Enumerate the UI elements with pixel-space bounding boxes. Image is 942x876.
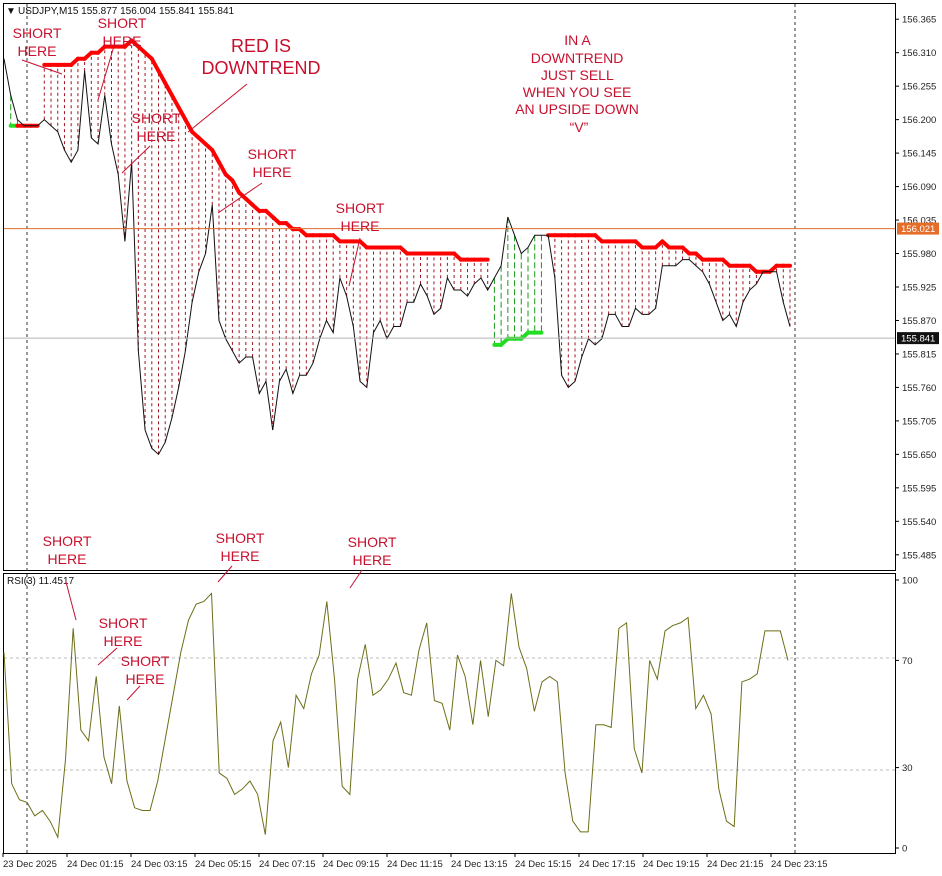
annotation-arrows bbox=[21, 45, 363, 701]
annotation-short-4: SHORT HERE bbox=[248, 146, 297, 180]
time-axis-label: 24 Dec 15:15 bbox=[515, 859, 572, 870]
downtrend-segment bbox=[156, 68, 168, 86]
price-axis-label: 156.310 bbox=[902, 48, 936, 59]
price-axis-label: 155.980 bbox=[902, 249, 936, 260]
price-axis-label: 156.365 bbox=[902, 15, 936, 26]
price-axis-label: 155.925 bbox=[902, 283, 936, 294]
price-axis-label: 156.255 bbox=[902, 82, 936, 93]
price-axis-label: 155.540 bbox=[902, 517, 936, 528]
rsi-annotation-short-2: SHORT HERE bbox=[216, 530, 265, 564]
time-axis: 23 Dec 2025 24 Dec 01:15 24 Dec 03:15 24 De… bbox=[2, 853, 828, 870]
trend-line bbox=[8, 38, 792, 347]
downtrend-segment bbox=[230, 178, 242, 195]
chart-menu-icon[interactable]: ▼ bbox=[6, 6, 16, 17]
price-axis-label: 156.035 bbox=[902, 216, 936, 227]
price-tag-level-b: 155.841 bbox=[897, 332, 939, 345]
svg-text:155.841: 155.841 bbox=[901, 334, 935, 345]
rsi-annotation-short-1: SHORT HERE bbox=[43, 533, 92, 567]
downtrend-segment bbox=[169, 93, 181, 110]
price-axis-label: 155.760 bbox=[902, 383, 936, 394]
price-panel-frame bbox=[3, 3, 896, 571]
price-axis-label: 155.650 bbox=[902, 450, 936, 461]
price-axis-label: 156.200 bbox=[902, 115, 936, 126]
rsi-axis: 100 70 30 0 bbox=[895, 576, 918, 855]
rsi-line bbox=[3, 592, 789, 840]
rsi-axis-label: 0 bbox=[902, 844, 907, 855]
price-axis-label: 155.815 bbox=[902, 349, 936, 360]
rsi-series bbox=[3, 592, 789, 840]
downtrend-segment bbox=[176, 105, 188, 122]
time-axis-label: 24 Dec 07:15 bbox=[259, 859, 316, 870]
price-axis: 156.365 156.310 156.255 156.200 156.145 156.0… bbox=[895, 15, 936, 561]
svg-text:156.021: 156.021 bbox=[901, 224, 935, 235]
time-axis-label: 24 Dec 01:15 bbox=[67, 859, 124, 870]
time-axis-label: 24 Dec 11:15 bbox=[387, 859, 443, 870]
time-axis-label: 24 Dec 17:15 bbox=[579, 859, 636, 870]
rsi-axis-label: 70 bbox=[902, 656, 913, 667]
symbol-info: USDJPY,M15 155.877 156.004 155.841 155.8… bbox=[18, 6, 235, 17]
rsi-axis-label: 30 bbox=[902, 763, 913, 774]
annotation-short-5: SHORT HERE bbox=[336, 200, 385, 234]
annotation-rule: IN A DOWNTREND JUST SELL WHEN YOU SEE AN… bbox=[515, 32, 643, 135]
downtrend-segment bbox=[149, 56, 161, 73]
price-axis-label: 155.705 bbox=[902, 416, 936, 427]
price-line bbox=[3, 58, 791, 456]
price-axis-label: 155.485 bbox=[902, 550, 936, 561]
price-axis-label: 155.595 bbox=[902, 483, 936, 494]
rsi-annotation-short-4: SHORT HERE bbox=[99, 615, 148, 649]
time-axis-label: 24 Dec 19:15 bbox=[643, 859, 700, 870]
time-axis-label: 24 Dec 21:15 bbox=[707, 859, 764, 870]
annotation-short-3: SHORT HERE bbox=[132, 110, 181, 144]
rsi-annotation-short-3: SHORT HERE bbox=[348, 534, 397, 568]
price-axis-label: 155.870 bbox=[902, 316, 936, 327]
time-axis-label: 23 Dec 2025 bbox=[3, 859, 57, 870]
price-series bbox=[3, 58, 791, 456]
rsi-axis-label: 100 bbox=[902, 576, 918, 587]
time-axis-label: 24 Dec 23:15 bbox=[771, 859, 828, 870]
annotation-red-is-downtrend: RED IS DOWNTREND bbox=[202, 36, 321, 78]
time-axis-label: 24 Dec 13:15 bbox=[451, 859, 508, 870]
downtrend-segment bbox=[216, 160, 228, 177]
time-axis-label: 24 Dec 09:15 bbox=[323, 859, 380, 870]
rsi-panel-frame bbox=[3, 573, 896, 854]
trend-fill bbox=[10, 40, 791, 455]
price-axis-label: 156.145 bbox=[902, 149, 936, 160]
downtrend-segment bbox=[210, 148, 221, 165]
annotation-short-1: SHORT HERE bbox=[13, 25, 62, 59]
time-axis-label: 24 Dec 05:15 bbox=[195, 859, 252, 870]
annotation-short-2: SHORT HERE bbox=[98, 15, 147, 49]
downtrend-segment bbox=[163, 81, 174, 98]
price-tag-level-a: 156.021 bbox=[897, 222, 939, 235]
rsi-annotation-short-5: SHORT HERE bbox=[121, 653, 170, 687]
price-axis-label: 156.090 bbox=[902, 182, 936, 193]
time-axis-label: 24 Dec 03:15 bbox=[131, 859, 188, 870]
rsi-label: RSI(3) 11.4517 bbox=[7, 576, 75, 587]
